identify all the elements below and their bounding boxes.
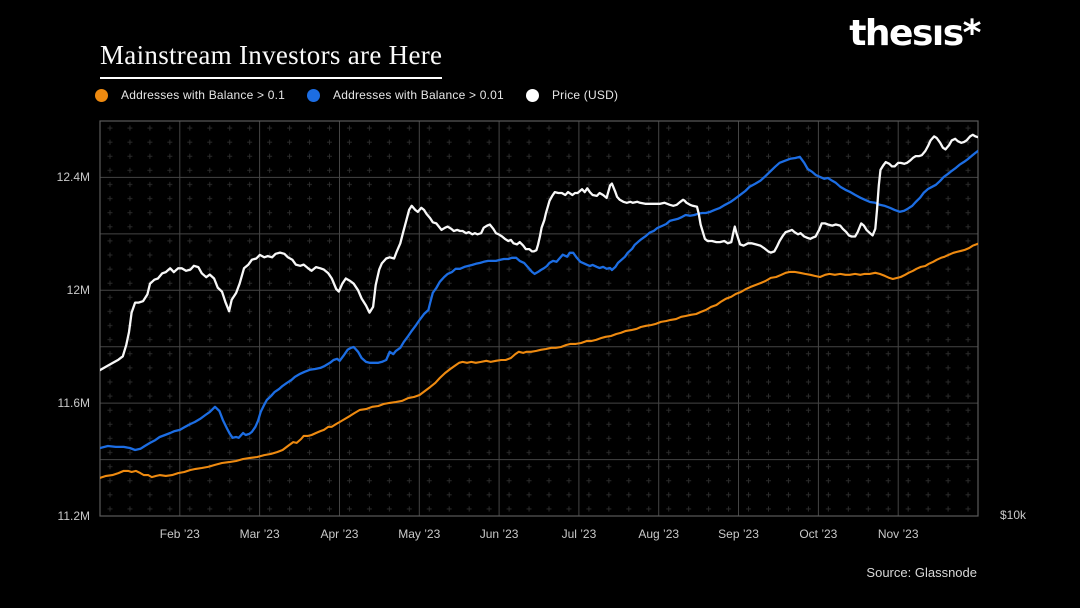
white-dot-icon <box>525 88 539 102</box>
blue-dot-icon <box>307 88 321 102</box>
y-axis-tick-label: 12M <box>66 283 90 298</box>
x-axis-tick-label: Nov ’23 <box>877 527 919 541</box>
source-note: Source: Glassnode <box>866 565 977 580</box>
thesis-logo: thesıs* <box>849 13 981 54</box>
y-axis-tick-label: 11.2M <box>57 509 90 523</box>
legend-label: Addresses with Balance > 0.01 <box>333 88 504 102</box>
x-axis-tick-label: Sep ’23 <box>718 527 759 541</box>
x-axis-tick-label: Mar ’23 <box>239 527 280 541</box>
x-axis-tick-label: Feb ’23 <box>159 527 200 541</box>
x-axis-tick-label: Jun ’23 <box>479 527 519 541</box>
x-axis-tick-label: Oct ’23 <box>799 527 838 541</box>
legend-item-price-usd: Price (USD) <box>525 88 619 102</box>
x-axis-tick-label: Jul ’23 <box>561 527 597 541</box>
legend-item-addresses-gt-0.01: Addresses with Balance > 0.01 <box>307 88 504 102</box>
legend-label: Addresses with Balance > 0.1 <box>121 88 286 102</box>
legend-label: Price (USD) <box>551 88 619 102</box>
x-axis-tick-label: May ’23 <box>398 527 441 541</box>
orange-dot-icon <box>95 88 108 102</box>
legend-item-addresses-gt-0.1: Addresses with Balance > 0.1 <box>95 88 285 102</box>
legend: Addresses with Balance > 0.1 Addresses w… <box>95 88 618 102</box>
page-title: Mainstream Investors are Here <box>100 40 443 80</box>
y-axis-tick-label: 11.6M <box>57 396 90 411</box>
right-axis-tick-label: $10k <box>1000 508 1027 522</box>
y-axis-tick-label: 12.4M <box>56 170 90 185</box>
x-axis-tick-label: Apr ’23 <box>320 527 359 541</box>
x-axis-tick-label: Aug ’23 <box>638 527 680 541</box>
